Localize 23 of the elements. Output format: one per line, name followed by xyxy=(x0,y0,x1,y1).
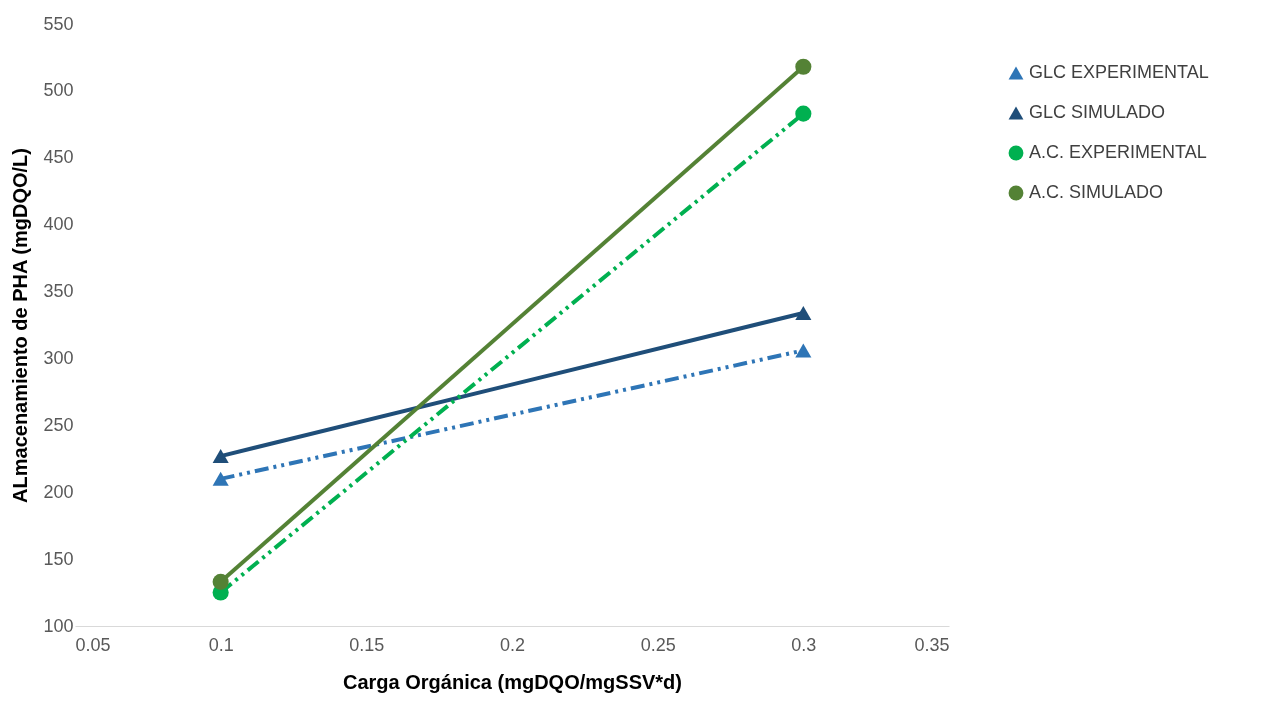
y-tick-label: 100 xyxy=(43,615,74,636)
y-tick-label: 300 xyxy=(43,347,74,368)
x-tick-label: 0.35 xyxy=(914,634,950,655)
x-tick-label: 0.3 xyxy=(791,634,817,655)
legend-label: A.C. EXPERIMENTAL xyxy=(1029,142,1207,162)
y-tick-label: 450 xyxy=(43,147,74,168)
x-tick-label: 0.1 xyxy=(208,634,234,655)
legend-label: A.C. SIMULADO xyxy=(1029,182,1164,202)
y-tick-label: 400 xyxy=(43,214,74,235)
y-tick-label: 500 xyxy=(43,80,74,101)
y-axis-title: ALmacenamiento de PHA (mgDQO/L) xyxy=(9,148,32,503)
y-tick-label: 350 xyxy=(43,281,74,302)
x-tick-label: 0.2 xyxy=(499,634,526,655)
x-axis-title: Carga Orgánica (mgDQO/mgSSV*d) xyxy=(343,670,682,693)
y-tick-label: 250 xyxy=(43,414,74,435)
x-tick-label: 0.25 xyxy=(640,634,676,655)
x-tick-label: 0.15 xyxy=(349,634,385,655)
x-tick-label: 0.05 xyxy=(75,634,111,655)
legend-label: GLC SIMULADO xyxy=(1029,102,1166,122)
y-tick-label: 150 xyxy=(43,548,74,569)
legend-label: GLC EXPERIMENTAL xyxy=(1029,62,1209,82)
y-tick-label: 200 xyxy=(43,481,74,502)
y-tick-label: 550 xyxy=(43,13,74,34)
